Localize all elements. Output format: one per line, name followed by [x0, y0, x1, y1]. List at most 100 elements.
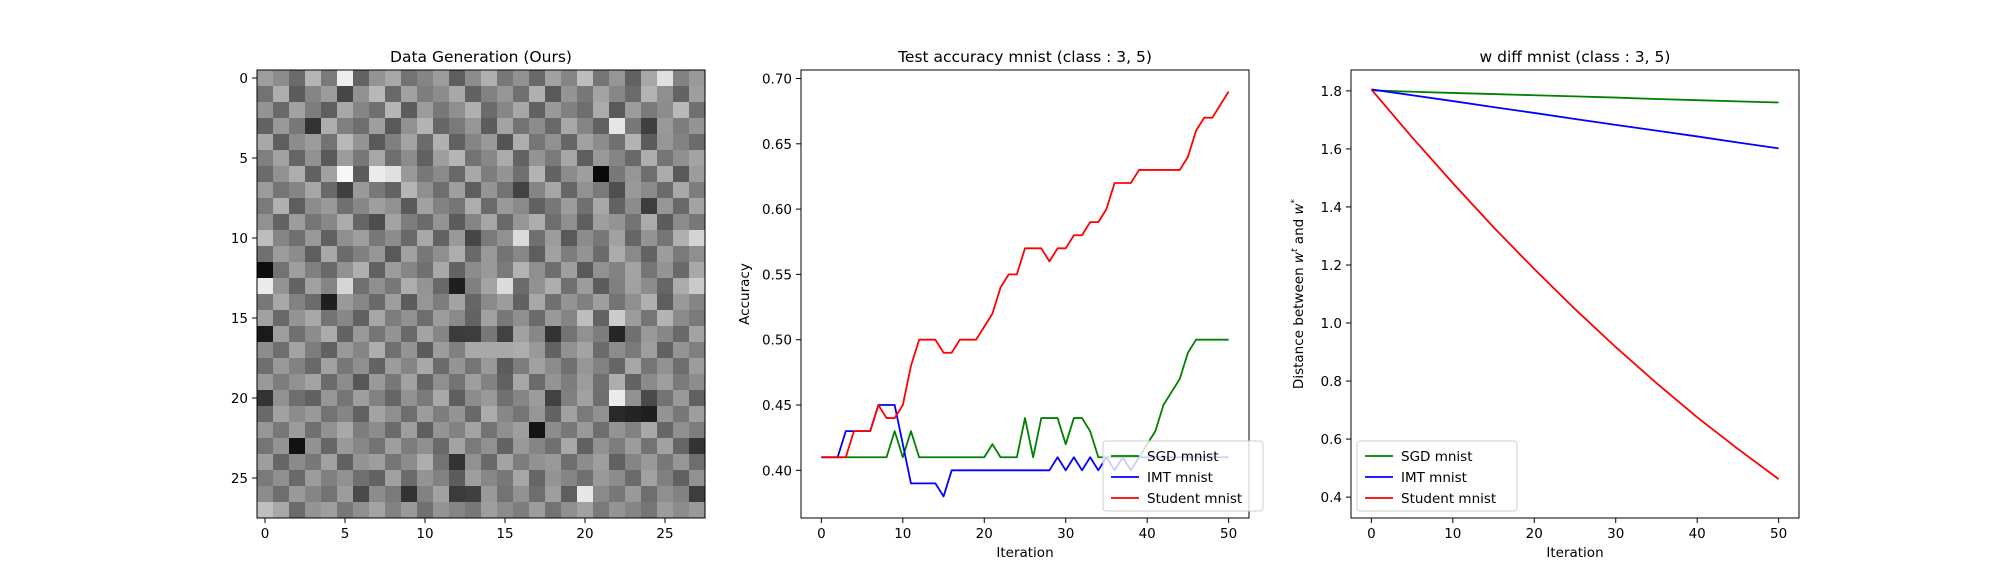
heatmap-cell: [609, 134, 626, 151]
heatmap-cell: [465, 310, 482, 327]
heatmap-cell: [593, 502, 610, 519]
heatmap-cell: [337, 374, 354, 391]
heatmap-cell: [529, 166, 546, 183]
heatmap-cell: [513, 182, 530, 199]
heatmap-cell: [577, 70, 594, 87]
heatmap-cell: [353, 230, 370, 247]
heatmap-cell: [465, 358, 482, 375]
heatmap-cell: [433, 246, 450, 263]
heatmap-cell: [609, 310, 626, 327]
heatmap-cell: [689, 134, 706, 151]
heatmap-cell: [673, 166, 690, 183]
y-tick-label: 0.70: [762, 71, 792, 87]
heatmap-cell: [273, 198, 290, 215]
heatmap-cell: [561, 246, 578, 263]
heatmap-cell: [625, 422, 642, 439]
heatmap-cell: [513, 358, 530, 375]
heatmap-cell: [337, 246, 354, 263]
heatmap-cell: [449, 102, 466, 119]
heatmap-cell: [689, 214, 706, 231]
heatmap-cell: [369, 486, 386, 503]
heatmap-cell: [273, 502, 290, 519]
heatmap-cell: [609, 438, 626, 455]
heatmap-cell: [257, 118, 274, 135]
heatmap-cell: [497, 134, 514, 151]
heatmap-cell: [657, 262, 674, 279]
heatmap-cell: [545, 294, 562, 311]
heatmap-cell: [273, 406, 290, 423]
heatmap-cell: [465, 342, 482, 359]
heatmap-cell: [289, 118, 306, 135]
heatmap-cell: [481, 502, 498, 519]
heatmap-cell: [433, 182, 450, 199]
heatmap-cell: [337, 150, 354, 167]
heatmap-cell: [417, 166, 434, 183]
heatmap-cell: [337, 438, 354, 455]
heatmap-cell: [577, 406, 594, 423]
heatmap-cell: [433, 406, 450, 423]
heatmap-cell: [385, 198, 402, 215]
heatmap-cell: [417, 230, 434, 247]
heatmap-cell: [273, 182, 290, 199]
heatmap-cell: [481, 310, 498, 327]
heatmap-cell: [401, 182, 418, 199]
heatmap-cell: [529, 278, 546, 295]
heatmap-cell: [385, 294, 402, 311]
heatmap-cell: [657, 230, 674, 247]
heatmap-cell: [401, 358, 418, 375]
heatmap-cell: [337, 342, 354, 359]
heatmap-cell: [369, 390, 386, 407]
x-tick-label: 20: [976, 526, 993, 542]
heatmap-cell: [417, 422, 434, 439]
heatmap-cell: [433, 166, 450, 183]
heatmap-cell: [433, 374, 450, 391]
heatmap-cell: [657, 374, 674, 391]
heatmap-cell: [321, 326, 338, 343]
heatmap-cell: [257, 166, 274, 183]
heatmap-cell: [657, 454, 674, 471]
heatmap-cell: [417, 502, 434, 519]
heatmap-cell: [481, 374, 498, 391]
heatmap-cell: [273, 438, 290, 455]
heatmap-cell: [385, 486, 402, 503]
heatmap-cell: [545, 438, 562, 455]
heatmap-cell: [481, 150, 498, 167]
heatmap-cell: [529, 262, 546, 279]
heatmap-cell: [401, 278, 418, 295]
heatmap-cell: [433, 454, 450, 471]
heatmap-cell: [497, 278, 514, 295]
heatmap-cell: [449, 134, 466, 151]
heatmap-cell: [465, 294, 482, 311]
heatmap-cell: [417, 374, 434, 391]
heatmap-cell: [657, 182, 674, 199]
heatmap-cell: [513, 310, 530, 327]
heatmap-cell: [673, 326, 690, 343]
heatmap-cell: [369, 422, 386, 439]
heatmap-y-tick-label: 0: [239, 71, 248, 87]
heatmap-cell: [353, 118, 370, 135]
heatmap-cell: [401, 198, 418, 215]
heatmap-cell: [673, 214, 690, 231]
heatmap-cell: [257, 358, 274, 375]
heatmap-cell: [657, 310, 674, 327]
heatmap-cell: [417, 182, 434, 199]
heatmap-x-tick-label: 10: [416, 526, 433, 542]
heatmap-cell: [625, 118, 642, 135]
heatmap-cell: [561, 294, 578, 311]
heatmap-cell: [369, 118, 386, 135]
heatmap-cell: [657, 134, 674, 151]
heatmap-cell: [465, 438, 482, 455]
heatmap-cell: [353, 278, 370, 295]
heatmap-cell: [289, 230, 306, 247]
heatmap-cell: [305, 102, 322, 119]
heatmap-cell: [465, 214, 482, 231]
heatmap-cell: [449, 246, 466, 263]
heatmap-cell: [593, 454, 610, 471]
heatmap-cell: [689, 262, 706, 279]
heatmap-cell: [529, 214, 546, 231]
heatmap-cell: [657, 86, 674, 103]
heatmap-cell: [321, 470, 338, 487]
heatmap-cell: [321, 406, 338, 423]
heatmap-cell: [369, 502, 386, 519]
heatmap-cell: [641, 118, 658, 135]
